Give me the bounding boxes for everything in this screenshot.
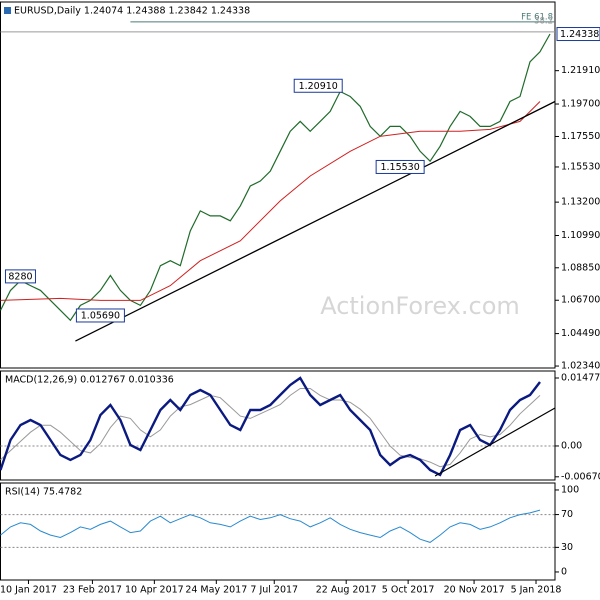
last-price-label: 1.24338 <box>560 29 599 40</box>
series-line <box>75 100 556 342</box>
y-tick-label: 1.10990 <box>561 230 600 241</box>
series-line <box>434 407 556 477</box>
x-tick-label: 10 Jan 2017 <box>0 585 57 596</box>
panel-title: RSI(14) 75.4782 <box>5 487 82 498</box>
label-text: 1.05690 <box>81 310 120 321</box>
y-tick-label: 1.17550 <box>561 131 600 142</box>
y-tick-label: 1.21910 <box>561 65 600 76</box>
series-line <box>0 33 551 322</box>
y-tick-label: -0.006705 <box>561 471 600 482</box>
x-tick-label: 5 Oct 2017 <box>382 585 435 596</box>
label-box <box>75 308 125 323</box>
x-tick-label: 22 Aug 2017 <box>316 585 377 596</box>
y-tick-label: 1.04490 <box>561 328 600 339</box>
y-tick-label: 0.014776 <box>561 373 600 384</box>
panel-title: EURUSD,Daily 1.24074 1.24388 1.23842 1.2… <box>14 6 250 17</box>
panel-title: MACD(12,26,9) 0.012767 0.010336 <box>5 375 174 386</box>
y-tick-label: 0 <box>561 566 567 577</box>
x-tick-label: 23 Feb 2017 <box>63 585 122 596</box>
y-tick-label: 1.15530 <box>561 161 600 172</box>
y-tick-label: 0.00 <box>561 440 582 451</box>
fib-label: 38.2 <box>534 16 553 26</box>
fib-label: FE 61.8 <box>521 12 553 22</box>
x-tick-label: 5 Jan 2018 <box>511 585 562 596</box>
y-tick-label: 1.19700 <box>561 99 600 110</box>
x-tick-label: 24 May 2017 <box>185 585 247 596</box>
series-line <box>0 101 541 301</box>
y-tick-label: 1.02340 <box>561 361 600 372</box>
y-tick-label: 1.06700 <box>561 295 600 306</box>
y-tick-label: 1.13200 <box>561 197 600 208</box>
panel-frame <box>0 1 556 369</box>
label-text: 1.20910 <box>299 81 338 92</box>
label-text: 8280 <box>8 271 32 282</box>
watermark: ActionForex.com <box>320 292 520 320</box>
y-tick-label: 70 <box>561 509 573 520</box>
series-line <box>0 376 541 477</box>
series-line <box>0 509 541 543</box>
x-tick-label: 20 Nov 2017 <box>444 585 505 596</box>
title-icon <box>4 7 11 14</box>
label-box <box>4 269 36 284</box>
label-box <box>293 78 343 93</box>
label-box <box>375 159 425 174</box>
y-tick-label: 1.08850 <box>561 262 600 273</box>
x-tick-label: 7 Jul 2017 <box>250 585 298 596</box>
x-tick-label: 10 Apr 2017 <box>125 585 184 596</box>
panel-frame <box>0 482 556 581</box>
y-tick-label: 30 <box>561 542 573 553</box>
label-text: 1.15530 <box>380 162 419 173</box>
last-price-box <box>556 27 600 42</box>
y-tick-label: 100 <box>561 484 579 495</box>
series-line <box>0 388 541 468</box>
panel-frame <box>0 370 556 481</box>
